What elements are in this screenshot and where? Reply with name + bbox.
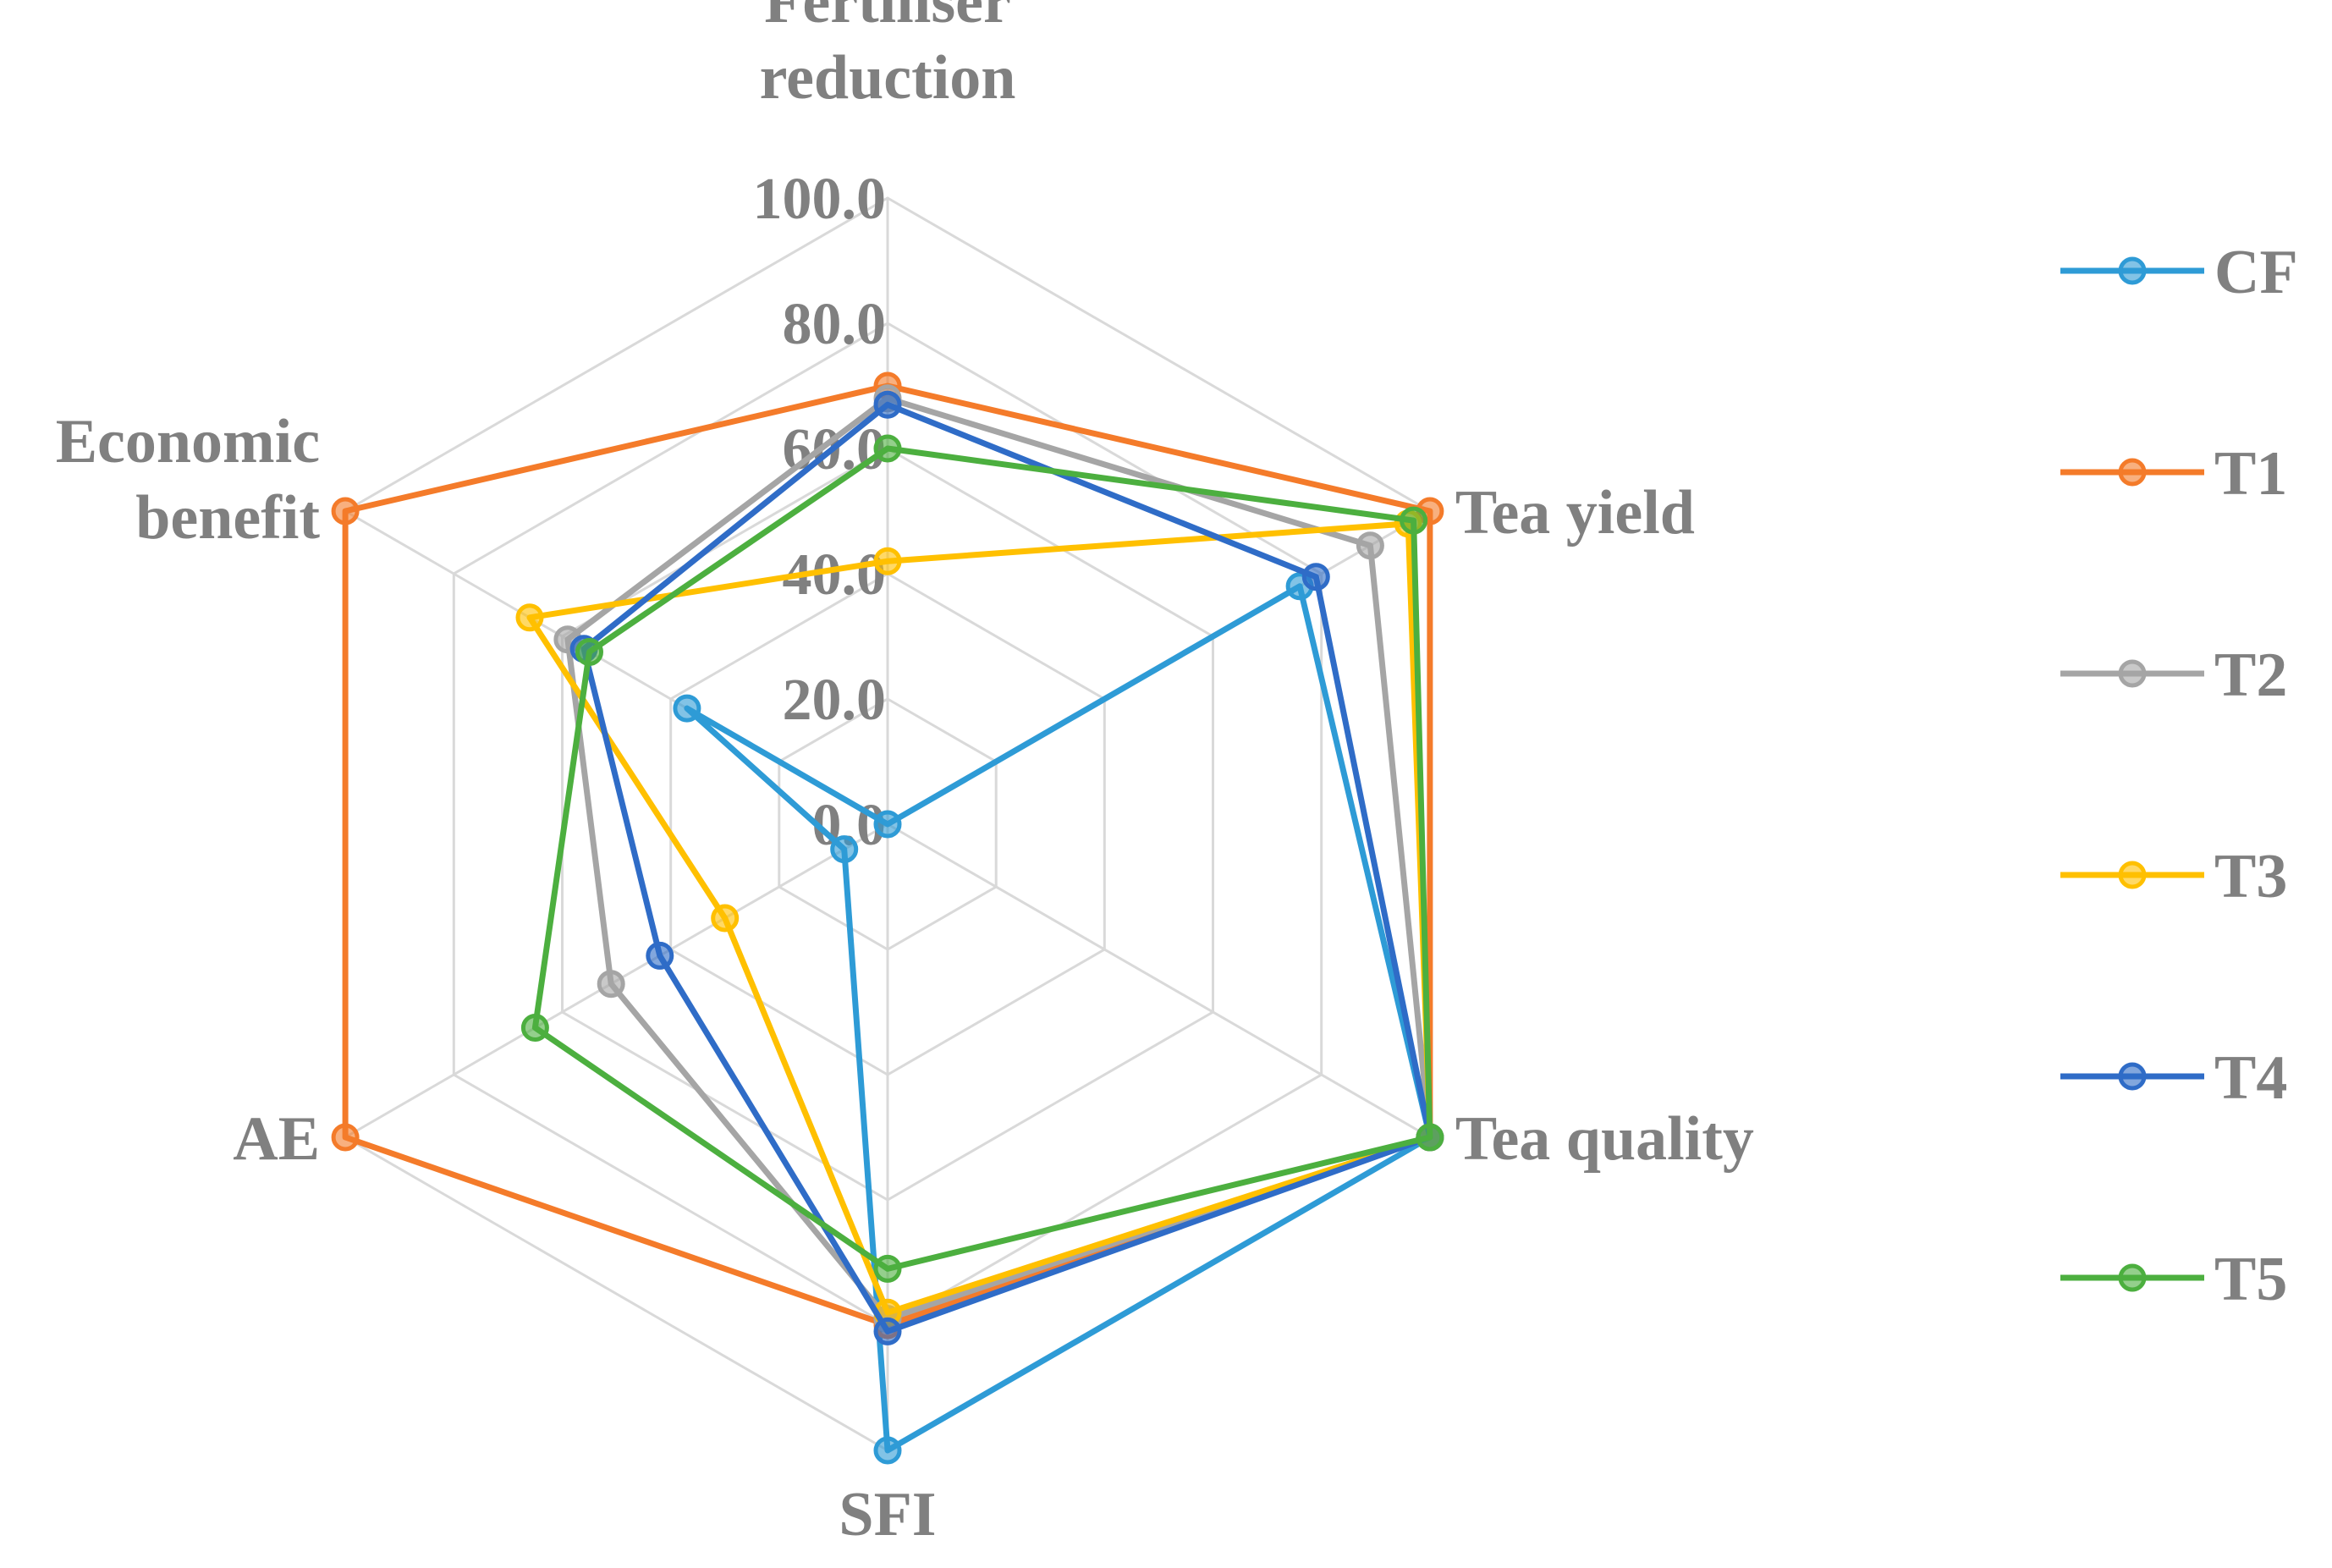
data-point xyxy=(1356,531,1384,560)
data-point xyxy=(830,835,859,864)
data-point xyxy=(597,970,625,999)
data-point xyxy=(873,434,902,463)
series-line xyxy=(580,401,1433,1334)
legend-swatch-marker xyxy=(2118,659,2147,688)
tick-label: 80.0 xyxy=(783,292,887,357)
axis-label: reduction xyxy=(760,43,1016,113)
axis-label: Tea quality xyxy=(1455,1104,1754,1174)
series-cf xyxy=(673,572,1444,1465)
data-point xyxy=(331,497,360,525)
data-point xyxy=(331,1123,360,1152)
data-point xyxy=(1400,506,1428,535)
legend-label: CF xyxy=(2214,238,2298,307)
legend-swatch-marker xyxy=(2118,458,2147,487)
data-point xyxy=(873,1254,902,1283)
legend-item-t1: T1 xyxy=(2060,439,2287,509)
axis-label: benefit xyxy=(135,483,320,553)
data-point xyxy=(673,694,701,723)
tick-label: 20.0 xyxy=(783,668,887,733)
legend-swatch-marker xyxy=(2118,1062,2147,1091)
legend-item-cf: CF xyxy=(2060,238,2298,307)
legend-item-t3: T3 xyxy=(2060,842,2287,911)
legend-label: T4 xyxy=(2214,1043,2287,1113)
data-point xyxy=(873,390,902,419)
data-point xyxy=(520,1014,549,1042)
legend-label: T2 xyxy=(2214,641,2287,710)
data-point xyxy=(873,1317,902,1345)
data-point xyxy=(1416,1123,1444,1152)
axis-labels: Fertiliser reduction Tea yield Tea quality S… xyxy=(56,0,1754,1549)
legend: CF T1 T2 T3 T4 T5 xyxy=(2060,238,2298,1314)
legend-item-t5: T5 xyxy=(2060,1245,2287,1314)
data-point xyxy=(646,941,674,970)
data-point xyxy=(575,638,603,666)
legend-swatch-marker xyxy=(2118,1263,2147,1292)
legend-item-t4: T4 xyxy=(2060,1043,2287,1113)
axis-label: Economic xyxy=(56,407,320,476)
legend-item-t2: T2 xyxy=(2060,641,2287,710)
series-layer xyxy=(331,371,1444,1465)
series-t5 xyxy=(520,434,1444,1283)
axis-label: AE xyxy=(233,1104,320,1174)
legend-label: T1 xyxy=(2214,439,2287,509)
series-line xyxy=(526,520,1433,1316)
axis-label: Tea yield xyxy=(1455,478,1695,547)
data-point xyxy=(873,810,902,839)
tick-label: 100.0 xyxy=(753,167,887,232)
series-t3 xyxy=(515,509,1444,1327)
data-point xyxy=(873,1436,902,1465)
legend-swatch-marker xyxy=(2118,861,2147,889)
axis-label: Fertiliser xyxy=(764,0,1011,36)
grid-spoke-2 xyxy=(887,823,1431,1139)
data-point xyxy=(711,904,740,933)
data-point xyxy=(873,547,902,575)
axis-label: SFI xyxy=(839,1480,936,1549)
data-point xyxy=(1301,563,1330,591)
legend-label: T3 xyxy=(2214,842,2287,911)
data-point xyxy=(515,603,544,632)
legend-label: T5 xyxy=(2214,1245,2287,1314)
legend-swatch-marker xyxy=(2118,256,2147,285)
